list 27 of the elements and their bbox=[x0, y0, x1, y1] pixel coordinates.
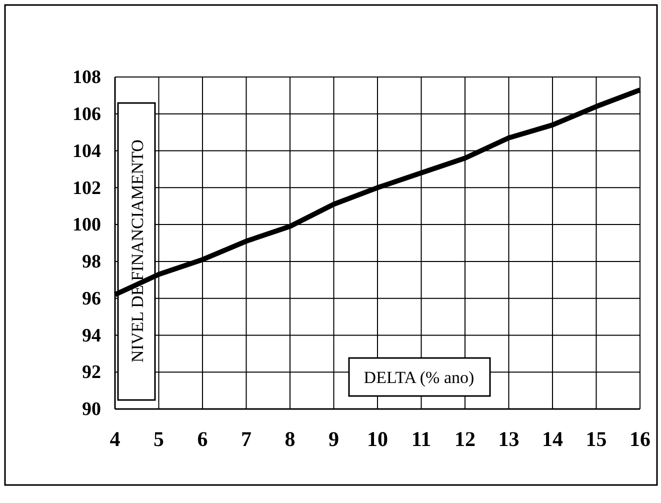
x-axis-title: DELTA (% ano) bbox=[364, 368, 474, 387]
label-box: NIVEL DE FINANCIAMENTO bbox=[117, 102, 156, 401]
y-tick-label: 100 bbox=[72, 214, 101, 236]
x-tick-label: 11 bbox=[411, 426, 432, 451]
y-tick-label: 106 bbox=[72, 104, 101, 125]
x-tick-label: 8 bbox=[284, 426, 296, 451]
y-tick-label: 92 bbox=[82, 362, 101, 384]
x-tick-label: 9 bbox=[328, 426, 339, 451]
x-tick-label: 16 bbox=[630, 426, 650, 451]
x-tick-label: 14 bbox=[542, 426, 564, 451]
y-tick-label: 98 bbox=[82, 252, 101, 273]
x-tick-label: 7 bbox=[241, 426, 252, 451]
x-tick-label: 6 bbox=[197, 426, 208, 451]
y-tick-label: 102 bbox=[72, 178, 101, 199]
y-tick-label: 96 bbox=[82, 288, 101, 310]
x-tick-label: 5 bbox=[154, 426, 164, 451]
y-tick-label: 104 bbox=[72, 140, 102, 162]
x-tick-label: 4 bbox=[110, 426, 121, 451]
y-tick-label: 94 bbox=[82, 325, 102, 346]
label-box: DELTA (% ano) bbox=[348, 357, 491, 397]
x-tick-label: 12 bbox=[454, 426, 476, 451]
x-tick-label: 13 bbox=[498, 426, 520, 451]
y-axis-title: NIVEL DE FINANCIAMENTO bbox=[128, 140, 147, 362]
y-tick-label: 108 bbox=[72, 67, 101, 88]
x-tick-label: 15 bbox=[586, 426, 607, 451]
y-tick-label: 90 bbox=[82, 399, 101, 420]
x-tick-label: 10 bbox=[367, 426, 388, 451]
